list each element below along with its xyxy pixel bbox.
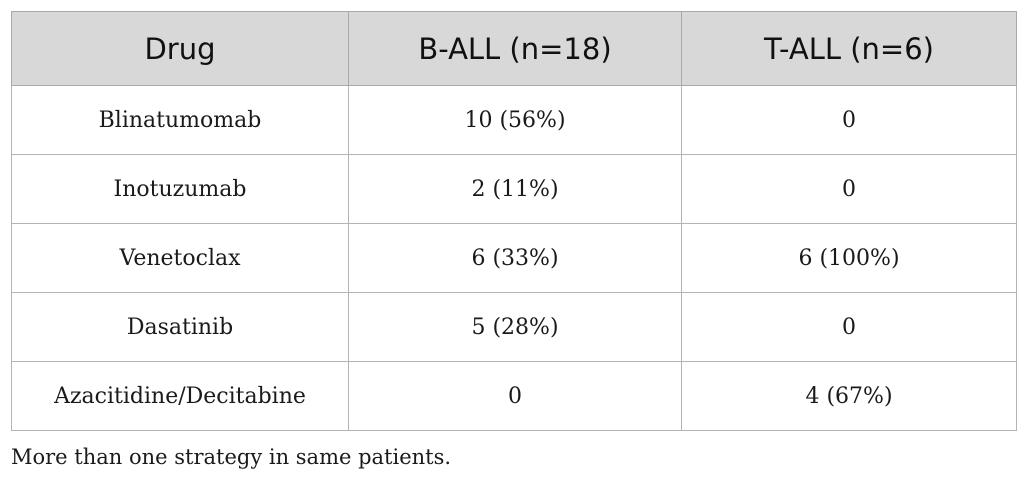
cell-drug: Blinatumomab [11, 85, 349, 155]
cell-b-all: 0 [348, 361, 682, 431]
header-drug: Drug [11, 11, 349, 86]
table-header: Drug B-ALL (n=18) T-ALL (n=6) [11, 11, 1017, 86]
table-row: Blinatumomab 10 (56%) 0 [11, 85, 1017, 155]
drug-table: Drug B-ALL (n=18) T-ALL (n=6) Blinatumom… [11, 11, 1017, 431]
cell-drug: Inotuzumab [11, 154, 349, 224]
cell-b-all: 2 (11%) [348, 154, 682, 224]
cell-t-all: 0 [681, 85, 1017, 155]
table-footnote: More than one strategy in same patients. [11, 445, 452, 469]
cell-b-all: 6 (33%) [348, 223, 682, 293]
table-row: Azacitidine/Decitabine 0 4 (67%) [11, 361, 1017, 431]
header-row: Drug B-ALL (n=18) T-ALL (n=6) [11, 11, 1017, 86]
cell-drug: Venetoclax [11, 223, 349, 293]
table-row: Inotuzumab 2 (11%) 0 [11, 154, 1017, 224]
cell-drug: Azacitidine/Decitabine [11, 361, 349, 431]
table-row: Venetoclax 6 (33%) 6 (100%) [11, 223, 1017, 293]
cell-t-all: 6 (100%) [681, 223, 1017, 293]
cell-t-all: 0 [681, 292, 1017, 362]
table-row: Dasatinib 5 (28%) 0 [11, 292, 1017, 362]
cell-b-all: 10 (56%) [348, 85, 682, 155]
header-b-all: B-ALL (n=18) [348, 11, 682, 86]
header-t-all: T-ALL (n=6) [681, 11, 1017, 86]
cell-drug: Dasatinib [11, 292, 349, 362]
cell-t-all: 4 (67%) [681, 361, 1017, 431]
cell-b-all: 5 (28%) [348, 292, 682, 362]
cell-t-all: 0 [681, 154, 1017, 224]
drug-table-container: Drug B-ALL (n=18) T-ALL (n=6) Blinatumom… [11, 11, 1017, 431]
table-body: Blinatumomab 10 (56%) 0 Inotuzumab 2 (11… [11, 85, 1017, 431]
